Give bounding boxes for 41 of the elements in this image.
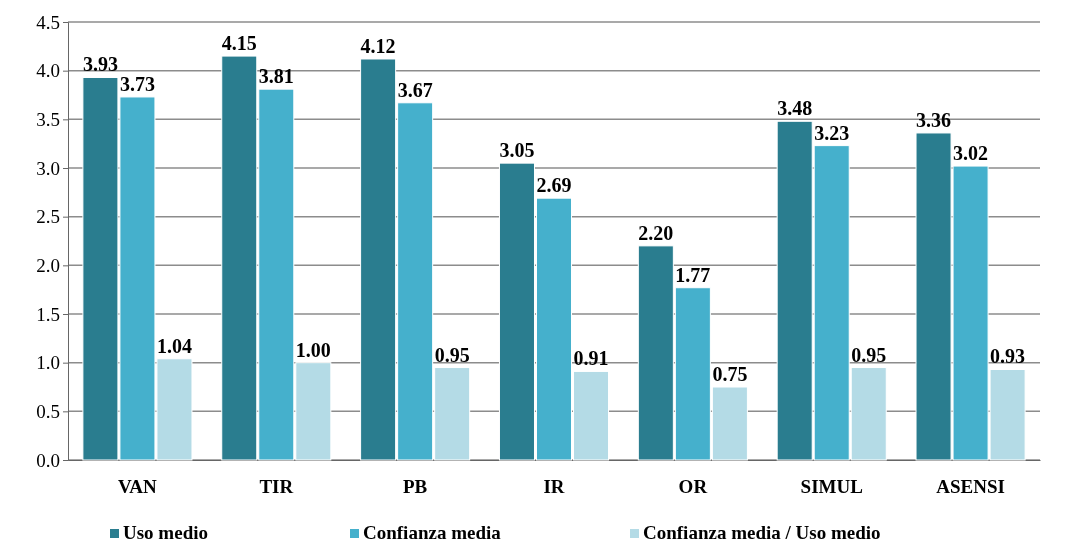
- text: 3.73: [119, 72, 155, 95]
- y-tick-label: 1.5: [36, 303, 60, 325]
- text: 2.69: [536, 174, 572, 197]
- text: 3.93: [82, 53, 118, 76]
- text: 2.20: [638, 221, 674, 244]
- y-tick-label: 0.0: [36, 449, 60, 471]
- text: 1.00: [295, 338, 331, 361]
- y-tick-label: 2.5: [36, 206, 60, 228]
- text: 3.48: [777, 97, 813, 120]
- text: 3.81: [258, 65, 294, 88]
- text: 0.95: [851, 343, 887, 366]
- y-tick-label: 2.0: [36, 254, 60, 276]
- x-tick-label: OR: [678, 476, 708, 498]
- y-tick-label: 3.5: [36, 108, 60, 130]
- x-tick-label: PB: [403, 476, 428, 498]
- legend-label: Confianza media: [363, 522, 502, 543]
- y-tick-label: 3.0: [36, 157, 60, 179]
- x-tick-label: ASENSI: [936, 476, 1005, 498]
- legend-label: Uso medio: [123, 522, 208, 543]
- legend-label: Confianza media / Uso medio: [643, 522, 881, 543]
- y-tick-label: 4.5: [36, 11, 60, 33]
- text: 3.36: [916, 108, 952, 131]
- text: 3.23: [814, 121, 850, 144]
- text: 0.75: [712, 363, 748, 385]
- y-tick-label: 1.0: [36, 352, 60, 374]
- text: 3.05: [499, 139, 535, 162]
- x-tick-label: SIMUL: [800, 476, 863, 498]
- text: 1.04: [156, 334, 192, 357]
- y-tick-label: 0.5: [36, 400, 60, 422]
- y-tick-label: 4.0: [36, 60, 60, 82]
- x-tick-label: VAN: [118, 476, 158, 498]
- text: 0.95: [434, 343, 470, 366]
- text: 0.93: [990, 345, 1026, 368]
- text: 0.91: [573, 347, 609, 370]
- x-tick-label: IR: [543, 476, 565, 498]
- text: 3.02: [953, 142, 989, 165]
- text: 4.12: [360, 34, 396, 57]
- text: 4.15: [221, 32, 257, 55]
- text: 1.77: [675, 263, 711, 286]
- x-tick-label: TIR: [259, 476, 294, 498]
- text: 3.67: [397, 78, 433, 101]
